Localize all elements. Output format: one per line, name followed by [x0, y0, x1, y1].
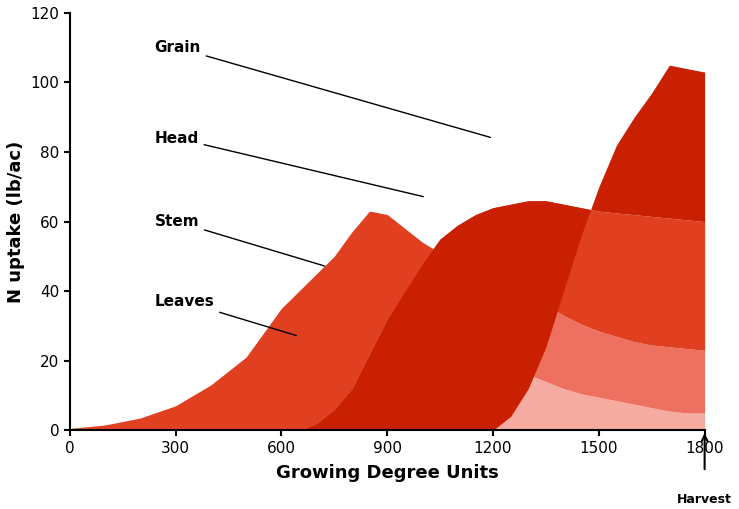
- Text: Stem: Stem: [154, 214, 324, 266]
- X-axis label: Growing Degree Units: Growing Degree Units: [276, 464, 499, 482]
- Text: Leaves: Leaves: [154, 294, 296, 335]
- Y-axis label: N uptake (lb/ac): N uptake (lb/ac): [7, 140, 25, 303]
- Text: Head: Head: [154, 131, 423, 196]
- Text: Grain: Grain: [154, 40, 491, 137]
- Text: Harvest: Harvest: [677, 493, 732, 506]
